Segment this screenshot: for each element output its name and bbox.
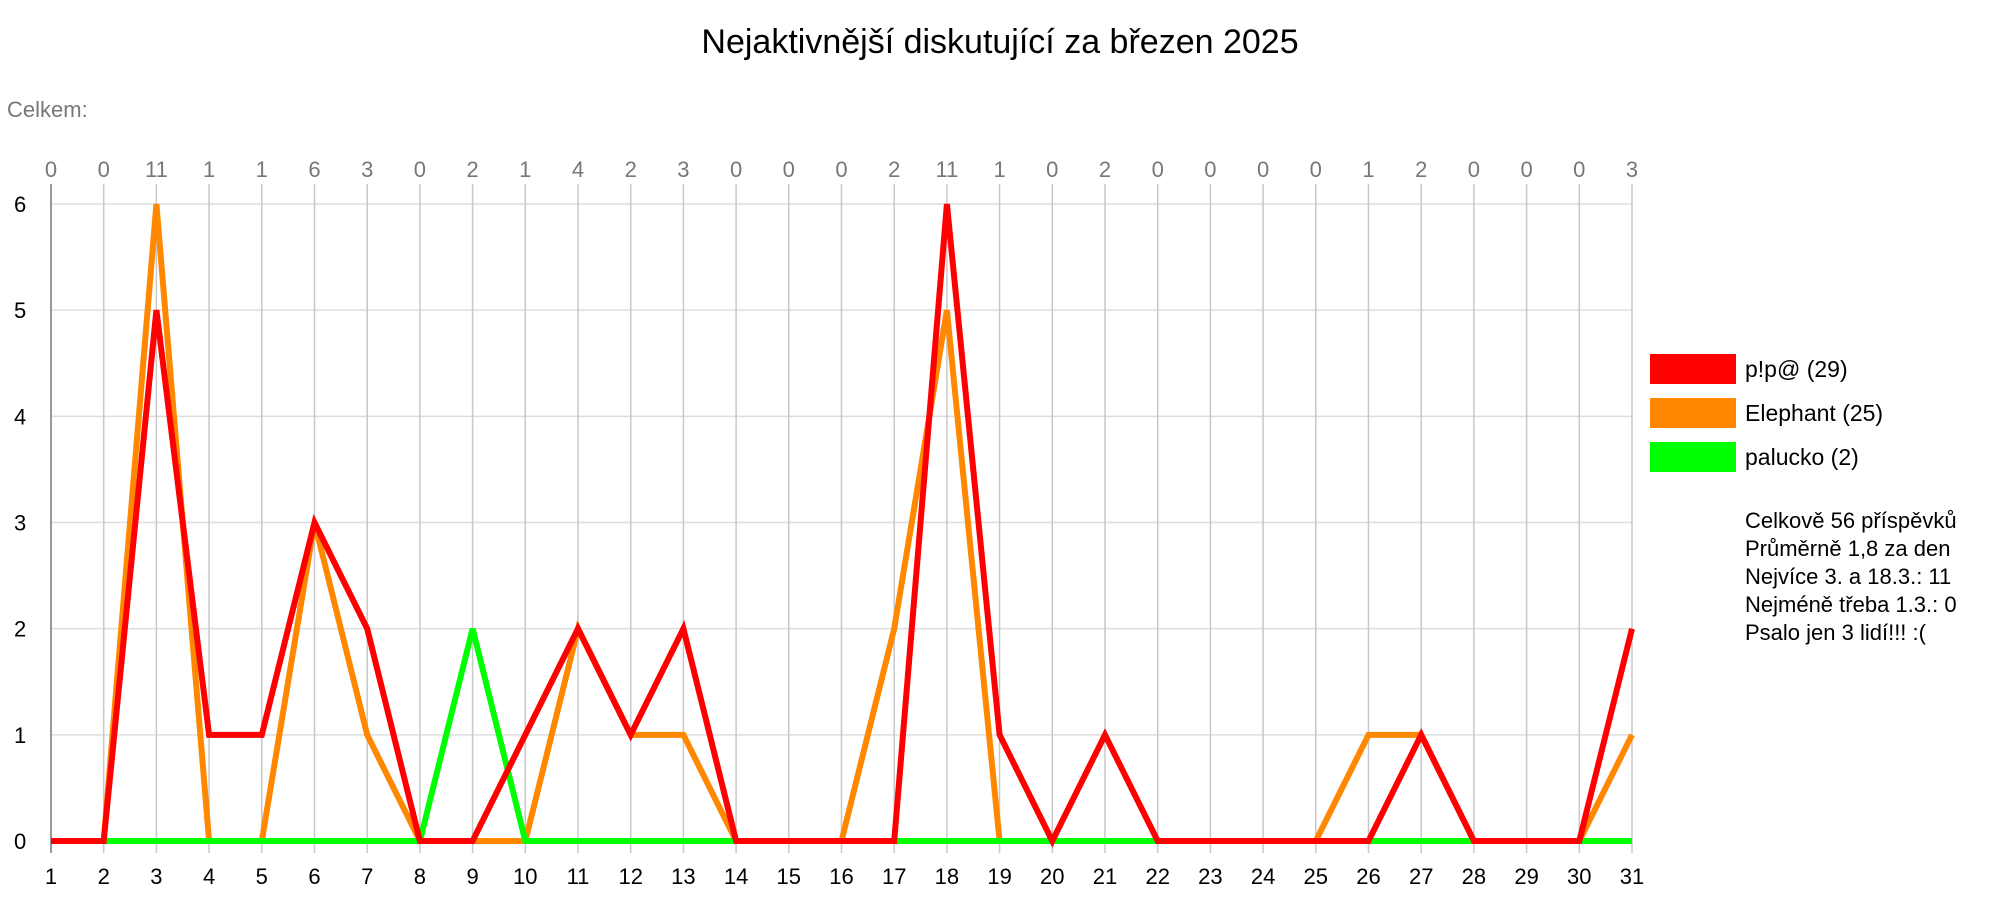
y-tick-label: 2: [14, 617, 26, 642]
x-tick-label: 29: [1514, 864, 1538, 889]
x-tick-label: 11: [567, 864, 590, 889]
daily-total-label: 0: [783, 157, 795, 182]
x-tick-label: 22: [1145, 864, 1169, 889]
y-tick-label: 5: [14, 298, 26, 323]
x-tick-label: 19: [987, 864, 1011, 889]
daily-total-label: 0: [1468, 157, 1480, 182]
y-tick-label: 3: [14, 511, 26, 536]
grid: [50, 184, 1633, 853]
legend-swatch: [1650, 442, 1736, 472]
x-tick-label: 25: [1304, 864, 1328, 889]
x-tick-label: 24: [1251, 864, 1275, 889]
daily-total-label: 2: [1415, 157, 1427, 182]
daily-total-label: 1: [256, 157, 268, 182]
daily-total-label: 2: [466, 157, 478, 182]
series-lines: [51, 203, 1635, 848]
legend-swatch: [1650, 354, 1736, 384]
daily-total-label: 1: [203, 157, 215, 182]
daily-total-label: 0: [1204, 157, 1216, 182]
x-tick-label: 12: [618, 864, 642, 889]
daily-total-label: 6: [308, 157, 320, 182]
x-tick-label: 8: [414, 864, 426, 889]
y-tick-label: 1: [14, 723, 26, 748]
daily-total-label: 2: [1099, 157, 1111, 182]
daily-total-label: 2: [888, 157, 900, 182]
daily-total-label: 0: [414, 157, 426, 182]
daily-total-label: 11: [145, 157, 168, 182]
stats-line: Psalo jen 3 lidí!!! :(: [1745, 620, 1927, 645]
x-tick-label: 30: [1567, 864, 1591, 889]
axes: 0123456102031141516673809210111412213314…: [14, 157, 1644, 889]
x-tick-label: 16: [829, 864, 853, 889]
stats-line: Celkově 56 příspěvků: [1745, 508, 1957, 533]
x-tick-label: 6: [308, 864, 320, 889]
daily-total-label: 0: [730, 157, 742, 182]
x-tick-label: 28: [1462, 864, 1486, 889]
daily-total-label: 1: [1362, 157, 1374, 182]
x-tick-label: 13: [671, 864, 695, 889]
x-tick-label: 20: [1040, 864, 1064, 889]
daily-total-label: 3: [361, 157, 373, 182]
x-tick-label: 31: [1620, 864, 1644, 889]
stats-line: Nejvíce 3. a 18.3.: 11: [1745, 564, 1951, 589]
x-tick-label: 17: [882, 864, 906, 889]
daily-total-label: 3: [1626, 157, 1638, 182]
stats-box: Celkově 56 příspěvků Průměrně 1,8 za den N…: [1745, 508, 1957, 645]
x-tick-label: 23: [1198, 864, 1222, 889]
daily-total-label: 0: [1573, 157, 1585, 182]
y-tick-label: 6: [14, 192, 26, 217]
daily-total-label: 1: [519, 157, 531, 182]
x-tick-label: 18: [935, 864, 959, 889]
series-line-2: [51, 203, 1635, 848]
daily-total-label: 0: [1310, 157, 1322, 182]
stats-line: Průměrně 1,8 za den: [1745, 536, 1950, 561]
x-tick-label: 4: [203, 864, 215, 889]
daily-total-label: 4: [572, 157, 584, 182]
x-tick-label: 1: [45, 864, 57, 889]
x-tick-label: 21: [1093, 864, 1117, 889]
legend-label: p!p@ (29): [1745, 356, 1848, 382]
legend-label: Elephant (25): [1745, 400, 1883, 426]
daily-total-label: 2: [625, 157, 637, 182]
y-tick-label: 4: [14, 404, 26, 429]
x-tick-label: 14: [724, 864, 748, 889]
daily-total-label: 0: [1046, 157, 1058, 182]
daily-total-label: 0: [1152, 157, 1164, 182]
x-tick-label: 26: [1356, 864, 1380, 889]
x-tick-label: 15: [777, 864, 801, 889]
x-tick-label: 27: [1409, 864, 1433, 889]
daily-total-label: 1: [993, 157, 1005, 182]
daily-total-label: 3: [677, 157, 689, 182]
chart-title: Nejaktivnější diskutující za březen 2025: [701, 23, 1298, 61]
daily-total-label: 0: [835, 157, 847, 182]
legend-label: palucko (2): [1745, 444, 1859, 470]
x-tick-label: 3: [150, 864, 162, 889]
x-tick-label: 5: [256, 864, 268, 889]
legend-swatch: [1650, 398, 1736, 428]
y-tick-label: 0: [14, 829, 26, 854]
total-label: Celkem:: [7, 97, 88, 122]
daily-total-label: 0: [45, 157, 57, 182]
daily-total-label: 0: [98, 157, 110, 182]
x-tick-label: 2: [98, 864, 110, 889]
x-tick-label: 7: [361, 864, 373, 889]
daily-total-label: 11: [935, 157, 958, 182]
x-tick-label: 9: [466, 864, 478, 889]
stats-line: Nejméně třeba 1.3.: 0: [1745, 592, 1957, 617]
daily-total-label: 0: [1257, 157, 1269, 182]
x-tick-label: 10: [513, 864, 537, 889]
legend: p!p@ (29) Elephant (25) palucko (2): [1650, 354, 1883, 472]
daily-total-label: 0: [1520, 157, 1532, 182]
